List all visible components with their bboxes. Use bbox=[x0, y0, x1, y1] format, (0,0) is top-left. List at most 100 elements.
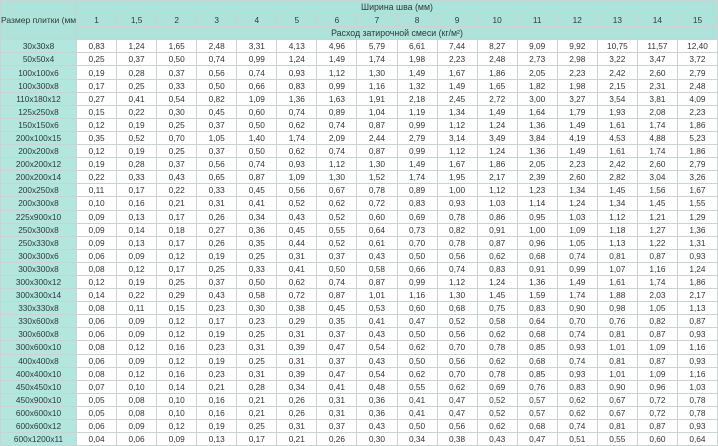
table-row: 400x400x10 0,08 0,12 0,16 0,23 0,31 0,39 0,47 0,… bbox=[0, 366, 718, 381]
consumption-cell: 1,05 bbox=[636, 301, 678, 316]
consumption-cell: 1,09 bbox=[636, 340, 678, 355]
consumption-cell: 0,54 bbox=[156, 91, 198, 106]
consumption-cell: 0,37 bbox=[196, 274, 238, 290]
tile-size-header: Размер плитки (мм) bbox=[0, 0, 77, 41]
consumption-cell: 4,09 bbox=[676, 91, 718, 106]
consumption-cell: 11,57 bbox=[636, 39, 678, 54]
consumption-cell: 0,09 bbox=[75, 222, 118, 237]
consumption-cell: 0,19 bbox=[116, 274, 158, 290]
consumption-cell: 0,81 bbox=[596, 327, 638, 342]
consumption-cell: 0,25 bbox=[156, 274, 198, 290]
consumption-cell: 0,74 bbox=[556, 248, 598, 263]
consumption-cell: 1,65 bbox=[476, 78, 518, 93]
consumption-cell: 1,13 bbox=[676, 301, 718, 316]
consumption-cell: 2,17 bbox=[476, 170, 518, 185]
table-row: 110x180x12 0,27 0,41 0,54 0,82 1,09 1,36 1,63 1,… bbox=[0, 91, 718, 106]
tile-size-cell: 250x330x8 bbox=[0, 235, 77, 250]
consumption-cell: 0,85 bbox=[516, 366, 558, 381]
consumption-cell: 0,74 bbox=[236, 157, 278, 172]
joint-width-column-header: 8 bbox=[396, 13, 438, 28]
consumption-cell: 3,31 bbox=[236, 39, 278, 54]
consumption-cell: 0,81 bbox=[596, 353, 638, 368]
consumption-cell: 1,36 bbox=[676, 222, 718, 237]
consumption-cell: 5,79 bbox=[356, 39, 398, 54]
consumption-cell: 0,47 bbox=[436, 392, 478, 407]
consumption-cell: 0,95 bbox=[516, 209, 558, 224]
consumption-cell: 2,08 bbox=[636, 104, 678, 119]
consumption-cell: 1,03 bbox=[476, 196, 518, 211]
table-row: 100x100x6 0,19 0,28 0,37 0,56 0,74 0,93 1,12 1,3… bbox=[0, 65, 718, 80]
consumption-cell: 4,96 bbox=[316, 39, 358, 54]
consumption-cell: 0,14 bbox=[75, 288, 118, 303]
consumption-cell: 0,16 bbox=[156, 340, 198, 355]
consumption-cell: 1,30 bbox=[316, 170, 358, 185]
consumption-cell: 0,22 bbox=[116, 288, 158, 303]
consumption-cell: 1,12 bbox=[596, 209, 638, 224]
consumption-cell: 1,49 bbox=[556, 144, 598, 159]
table-row: 225x900x10 0,09 0,13 0,17 0,26 0,34 0,43 0,52 0,… bbox=[0, 209, 718, 224]
consumption-cell: 2,18 bbox=[396, 91, 438, 106]
consumption-cell: 0,31 bbox=[276, 418, 318, 434]
consumption-cell: 0,58 bbox=[236, 288, 278, 303]
consumption-cell: 1,01 bbox=[596, 340, 638, 355]
consumption-cell: 1,16 bbox=[396, 288, 438, 303]
consumption-cell: 1,09 bbox=[556, 222, 598, 237]
consumption-cell: 1,64 bbox=[516, 104, 558, 119]
consumption-cell: 1,59 bbox=[516, 288, 558, 303]
table-row: 125x250x8 0,15 0,22 0,30 0,45 0,60 0,74 0,89 1,0… bbox=[0, 104, 718, 119]
consumption-cell: 0,56 bbox=[436, 248, 478, 263]
table-row: 330x600x8 0,06 0,09 0,12 0,17 0,23 0,29 0,35 0,4… bbox=[0, 314, 718, 329]
consumption-cell: 0,91 bbox=[476, 222, 518, 237]
consumption-cell: 0,31 bbox=[236, 366, 278, 381]
tile-size-cell: 600x600x10 bbox=[0, 405, 77, 421]
joint-width-column-header: 14 bbox=[636, 13, 678, 28]
consumption-cell: 0,12 bbox=[116, 340, 158, 355]
consumption-cell: 0,25 bbox=[236, 327, 278, 342]
consumption-cell: 1,36 bbox=[516, 117, 558, 132]
consumption-cell: 0,93 bbox=[556, 340, 598, 355]
consumption-cell: 0,30 bbox=[356, 432, 398, 446]
consumption-cell: 2,48 bbox=[476, 52, 518, 67]
consumption-cell: 0,17 bbox=[196, 314, 238, 329]
consumption-cell: 0,98 bbox=[596, 301, 638, 316]
consumption-cell: 2,39 bbox=[516, 170, 558, 185]
consumption-cell: 0,09 bbox=[116, 353, 158, 368]
consumption-cell: 10,75 bbox=[596, 39, 638, 54]
consumption-cell: 0,81 bbox=[596, 418, 638, 434]
joint-width-column-header: 6 bbox=[316, 13, 358, 28]
consumption-cell: 1,45 bbox=[596, 183, 638, 198]
consumption-cell: 0,75 bbox=[476, 301, 518, 316]
consumption-cell: 0,50 bbox=[236, 144, 278, 159]
consumption-cell: 0,39 bbox=[276, 340, 318, 355]
consumption-cell: 1,30 bbox=[356, 65, 398, 80]
consumption-cell: 0,78 bbox=[476, 366, 518, 381]
consumption-cell: 12,40 bbox=[676, 39, 718, 54]
tile-size-cell: 100x100x6 bbox=[0, 65, 77, 80]
consumption-cell: 1,16 bbox=[356, 78, 398, 93]
consumption-cell: 1,86 bbox=[676, 274, 718, 290]
consumption-cell: 4,53 bbox=[596, 130, 638, 146]
consumption-cell: 1,09 bbox=[276, 170, 318, 185]
consumption-cell: 0,37 bbox=[196, 117, 238, 132]
consumption-cell: 0,58 bbox=[356, 261, 398, 276]
consumption-cell: 0,51 bbox=[556, 432, 598, 446]
consumption-cell: 0,52 bbox=[316, 209, 358, 224]
consumption-cell: 1,24 bbox=[556, 196, 598, 211]
consumption-cell: 0,31 bbox=[276, 248, 318, 263]
consumption-cell: 0,17 bbox=[75, 78, 118, 93]
consumption-cell: 2,15 bbox=[596, 78, 638, 93]
consumption-cell: 0,54 bbox=[356, 366, 398, 381]
consumption-cell: 2,60 bbox=[636, 157, 678, 172]
tile-size-cell: 30x30x8 bbox=[0, 39, 77, 54]
consumption-cell: 2,72 bbox=[476, 91, 518, 106]
consumption-cell: 0,19 bbox=[196, 353, 238, 368]
consumption-cell: 1,16 bbox=[676, 366, 718, 381]
tile-size-cell: 600x1200x11 bbox=[0, 432, 77, 446]
consumption-cell: 1,31 bbox=[676, 235, 718, 250]
consumption-cell: 1,82 bbox=[516, 78, 558, 93]
consumption-cell: 0,14 bbox=[156, 379, 198, 394]
joint-width-column-header: 13 bbox=[596, 13, 638, 28]
consumption-cell: 1,24 bbox=[476, 274, 518, 290]
consumption-cell: 1,56 bbox=[636, 183, 678, 198]
